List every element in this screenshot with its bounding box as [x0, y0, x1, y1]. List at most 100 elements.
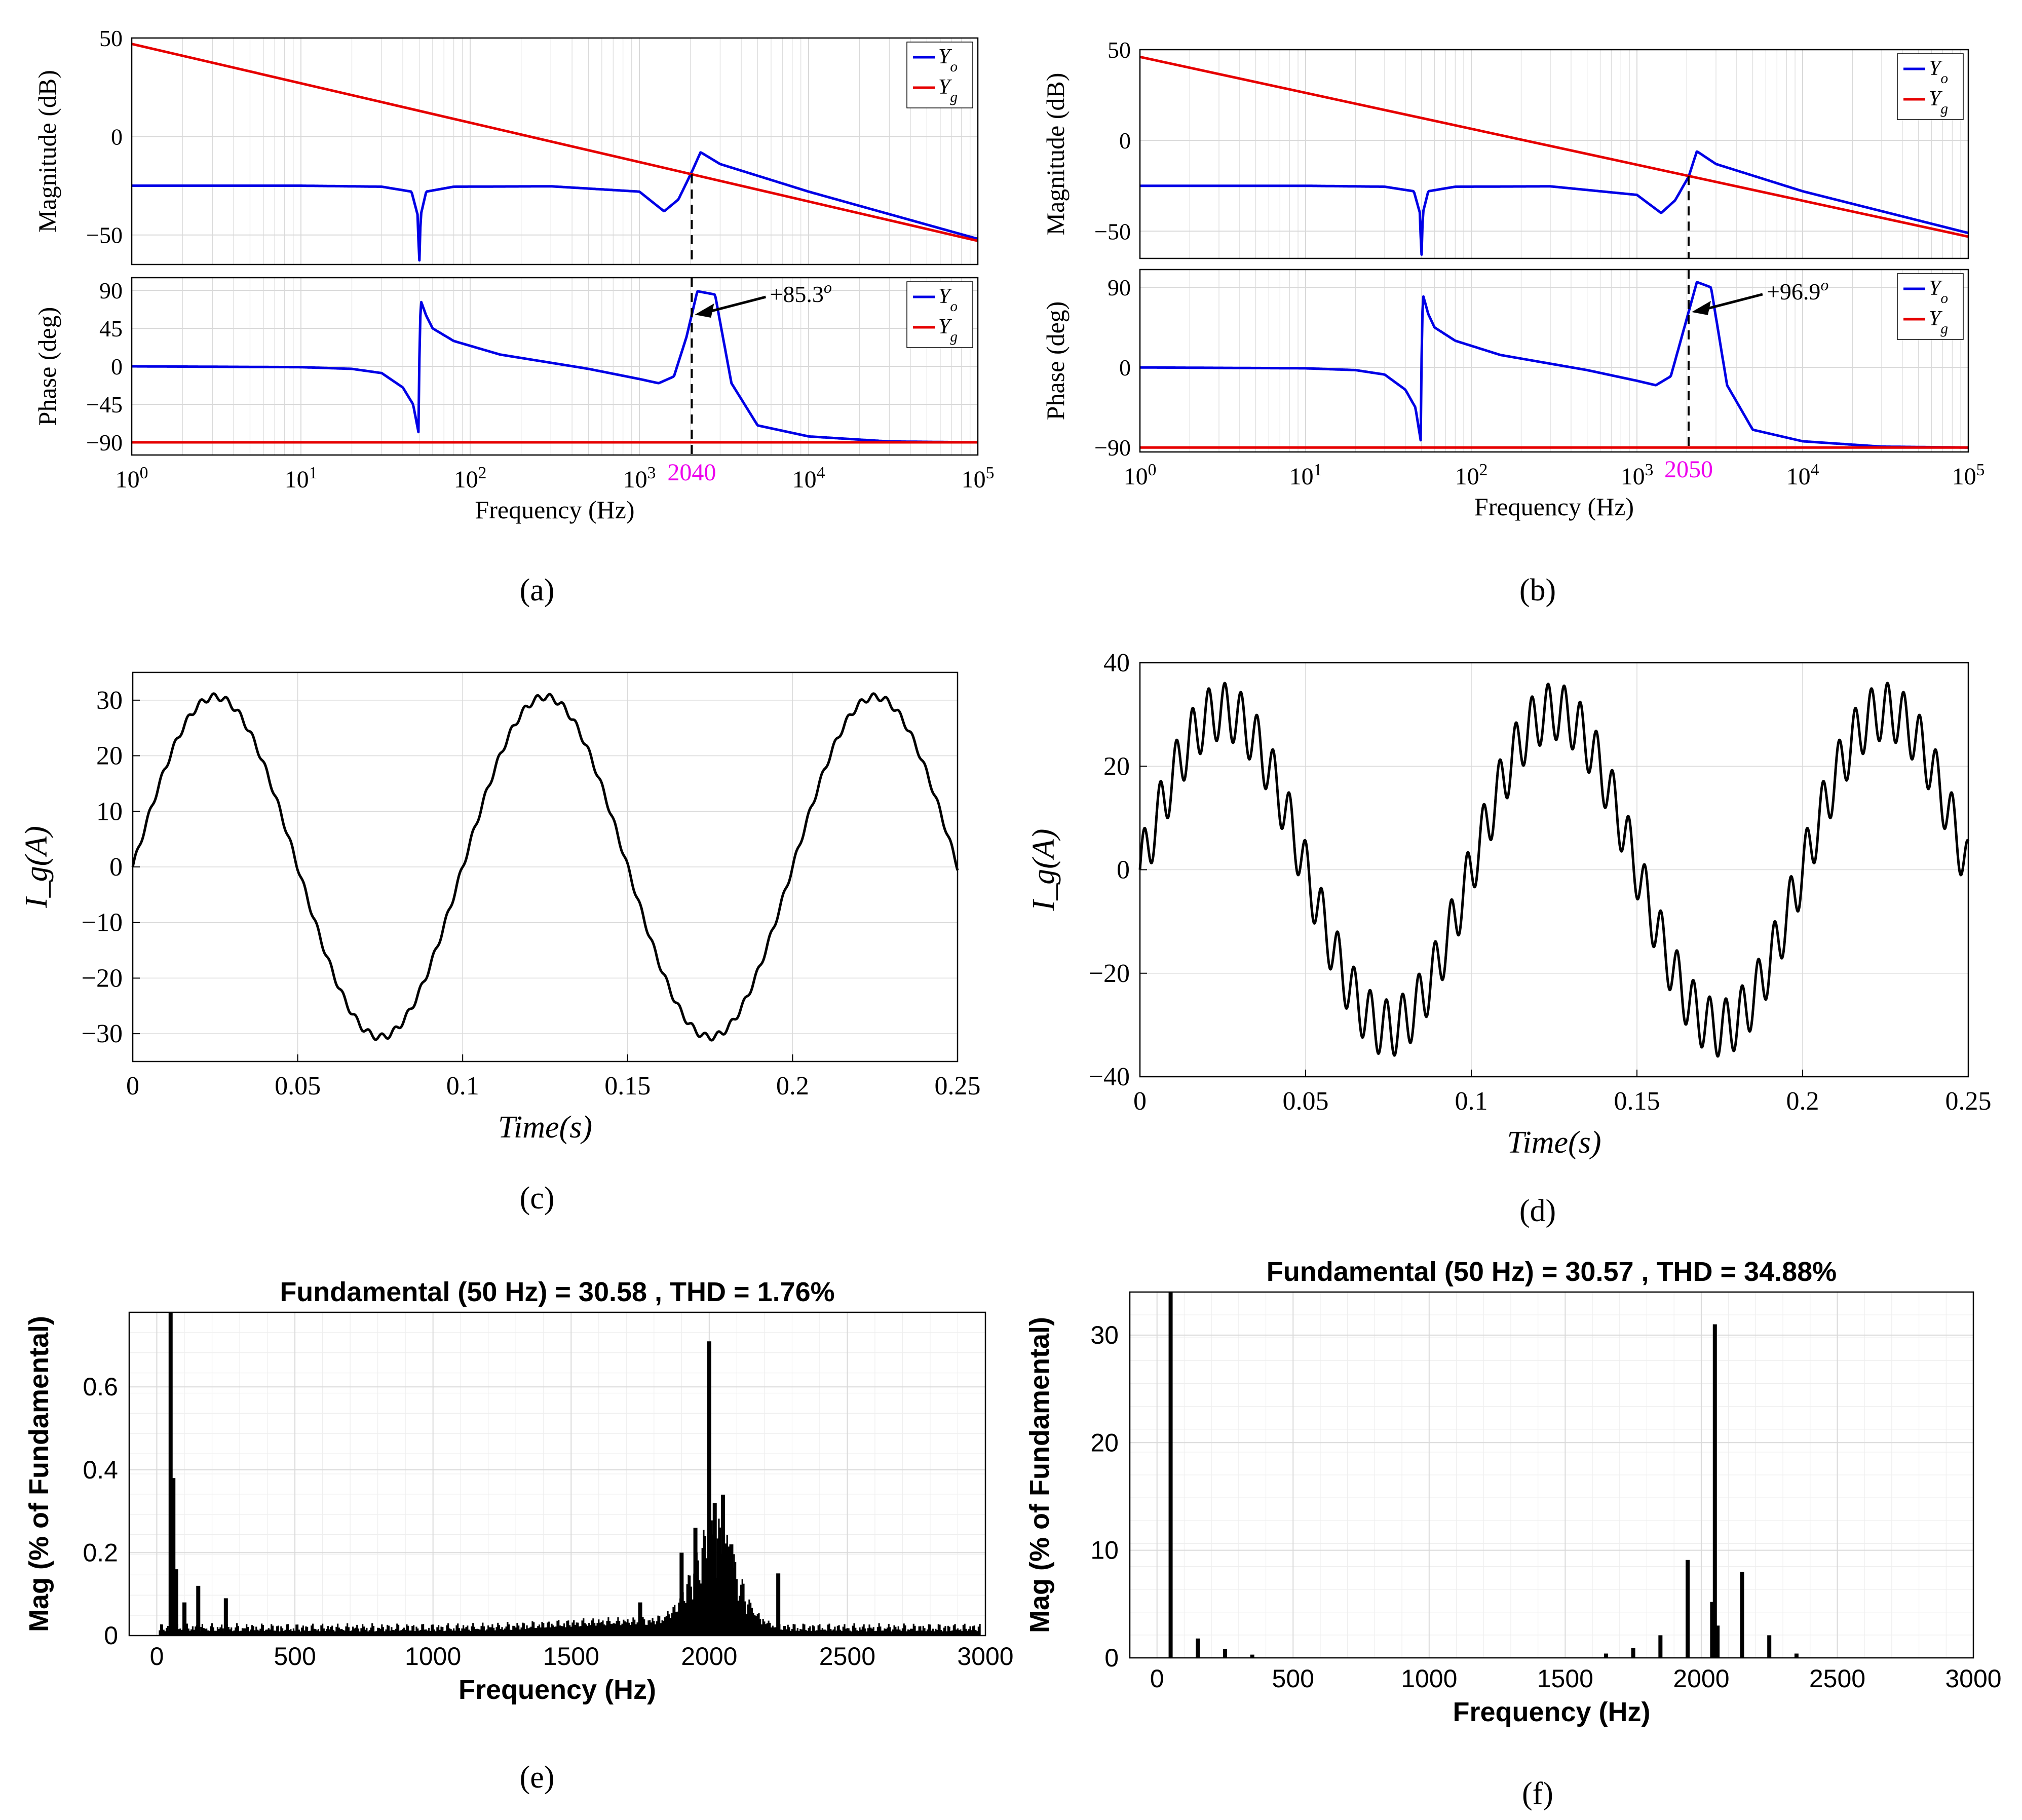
axes-frame [131, 277, 979, 456]
spectrum-bar [784, 1626, 786, 1636]
spectrum-bar [737, 1601, 739, 1636]
spectrum-bar [440, 1626, 442, 1636]
y-tick-label: −90 [86, 430, 123, 456]
spectrum-bar [699, 1580, 701, 1636]
spectrum-bar [654, 1624, 657, 1636]
spectrum-bar [842, 1626, 844, 1636]
spectrum-bar [661, 1620, 663, 1636]
spectrum-bar [969, 1626, 971, 1636]
spectrum-bar [678, 1602, 680, 1636]
spectrum-bar [495, 1627, 498, 1636]
spectrum-bar [850, 1631, 853, 1636]
series-line-y-o [131, 290, 978, 444]
spectrum-bar [548, 1621, 550, 1636]
spectrum-bar [631, 1622, 633, 1636]
spectrum-bar [765, 1624, 767, 1636]
tick-exponent: 0 [1148, 461, 1157, 479]
spectrum-bar [739, 1596, 741, 1636]
spectrum-bar [360, 1628, 362, 1636]
spectrum-bar [406, 1624, 408, 1636]
tick-exponent: 2 [478, 464, 487, 482]
spectrum-bar [859, 1627, 861, 1636]
spectrum-bar [538, 1624, 541, 1636]
spectrum-bar [614, 1623, 617, 1636]
spectrum-bar [595, 1625, 597, 1636]
spectrum-bar [400, 1630, 402, 1636]
spectrum-bar [439, 1629, 441, 1636]
spectrum-bar [433, 1629, 436, 1636]
spectrum-bar [704, 1536, 706, 1636]
spectrum-plot-e: 0 500 1000 1500 2000 2500 3000 0.6 0.4 0.2 0 Fundam… [24, 1277, 1014, 1705]
spectrum-bar [192, 1626, 194, 1636]
spectrum-bar [422, 1623, 425, 1636]
spectrum-bar [700, 1583, 702, 1636]
spectrum-bar [435, 1631, 437, 1636]
spectrum-bar [222, 1628, 224, 1636]
spectrum-bar [355, 1627, 357, 1636]
spectrum-bar [724, 1543, 727, 1636]
spectrum-bar [286, 1624, 288, 1636]
spectrum-bar [317, 1629, 320, 1636]
spectrum-bar [810, 1631, 813, 1636]
annotation-arrowhead [1691, 300, 1711, 315]
subscript: o [1940, 70, 1948, 87]
spectrum-bar [359, 1631, 361, 1636]
spectrum-bar [773, 1627, 775, 1636]
spectrum-bar [211, 1623, 213, 1636]
spectrum-bar [672, 1607, 674, 1636]
spectrum-bar [957, 1628, 959, 1636]
x-tick-label: 0.2 [776, 1072, 809, 1101]
spectrum-bar [958, 1630, 960, 1636]
spectrum-bar [979, 1624, 981, 1636]
spectrum-bar [972, 1626, 974, 1636]
spectrum-bar [643, 1619, 645, 1636]
spectrum-bar [592, 1618, 594, 1636]
spectrum-bar [802, 1623, 804, 1636]
spectrum-bar [906, 1631, 908, 1636]
harmonic-bar [776, 1573, 781, 1636]
spectrum-bar [612, 1623, 614, 1636]
current-waveform [1138, 681, 1970, 1058]
spectrum-bar [403, 1627, 405, 1636]
spectrum-bar [555, 1626, 557, 1636]
spectrum-bar [577, 1622, 579, 1636]
spectrum-bar [237, 1626, 239, 1636]
spectrum-bar [344, 1631, 346, 1636]
spectrum-bar [473, 1626, 476, 1636]
spectrum-bar [342, 1630, 345, 1636]
spectrum-bar [508, 1624, 510, 1636]
spectrum-bar [593, 1622, 596, 1636]
caption-b: (b) [1519, 573, 1556, 608]
spectrum-bar [790, 1631, 792, 1636]
spectrum-bar [402, 1629, 404, 1636]
spectrum-bar [443, 1631, 445, 1636]
spectrum-bar [232, 1631, 234, 1636]
spectrum-bar [918, 1626, 920, 1636]
subscript: o [950, 59, 958, 75]
spectrum-bar [414, 1631, 416, 1636]
spectrum-bar [812, 1625, 814, 1636]
spectrum-bar [589, 1625, 592, 1636]
spectrum-bar [294, 1631, 296, 1636]
y-tick-label: 20 [1103, 752, 1130, 781]
tick-exponent: 3 [1645, 461, 1654, 479]
spectrum-bar [332, 1629, 335, 1636]
harmonic-bar [1686, 1560, 1690, 1658]
spectrum-bar [391, 1627, 393, 1636]
y-axis-label: Mag (% of Fundamental) [1024, 1317, 1055, 1633]
spectrum-bar [903, 1623, 905, 1636]
harmonic-bar [1250, 1654, 1254, 1658]
caption-d: (d) [1519, 1194, 1556, 1228]
spectrum-bar [910, 1628, 912, 1636]
y-tick-label: 30 [96, 686, 123, 715]
spectrum-bar [621, 1623, 623, 1636]
spectrum-bar [392, 1630, 394, 1636]
spectrum-bar [467, 1625, 469, 1636]
spectrum-bar [505, 1626, 507, 1636]
spectrum-bar [762, 1619, 764, 1636]
spectrum-bar [870, 1627, 872, 1636]
y-tick-label: 0 [111, 354, 123, 380]
